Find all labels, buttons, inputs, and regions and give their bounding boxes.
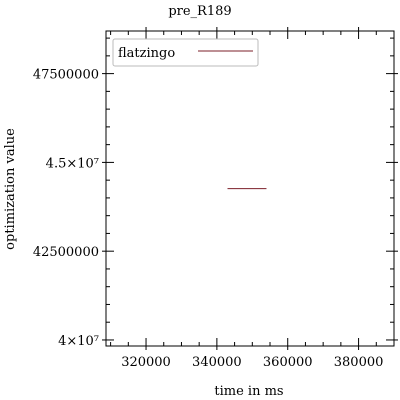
x-tick-label: 340000	[192, 355, 242, 370]
chart-title: pre_R189	[168, 4, 231, 19]
axis-ticks: 320000 340000 360000 380000 4×10⁷ 42500000 4.5…	[33, 27, 398, 370]
legend-box	[112, 38, 259, 67]
y-tick-label: 4×10⁷	[58, 334, 99, 349]
x-tick-label: 320000	[121, 355, 171, 370]
y-tick-label: 4.5×10⁷	[46, 156, 99, 171]
legend-label: flatzingo	[118, 46, 175, 61]
legend: flatzingo	[112, 38, 259, 67]
x-tick-label: 360000	[263, 355, 313, 370]
y-tick-label: 42500000	[33, 245, 99, 260]
x-axis-label: time in ms	[214, 384, 283, 399]
y-axis-label: optimization value	[3, 128, 18, 250]
plot-frame	[105, 30, 395, 347]
y-tick-label: 47500000	[33, 68, 99, 83]
x-tick-label: 380000	[334, 355, 384, 370]
